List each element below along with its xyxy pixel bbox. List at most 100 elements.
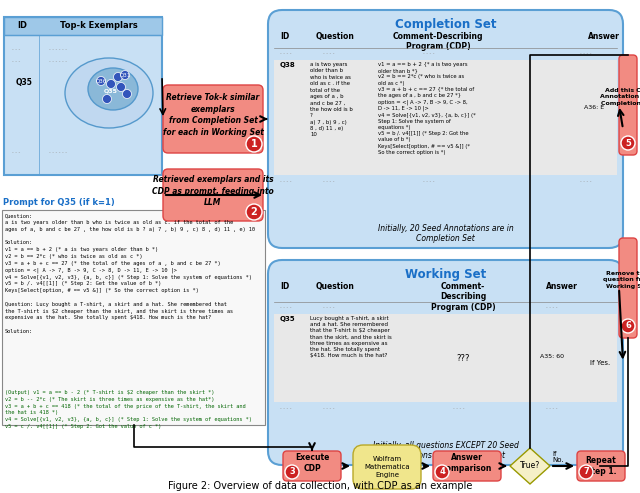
Text: Comment-Describing
Program (CDP): Comment-Describing Program (CDP) <box>393 32 483 51</box>
Text: Comment-
Describing
Program (CDP): Comment- Describing Program (CDP) <box>431 282 495 312</box>
Text: - - - -: - - - - <box>280 51 291 56</box>
Text: Q35: Q35 <box>16 78 33 87</box>
Text: a is two years
older than b
who is twice as
old as c . if the
total of the
ages : a is two years older than b who is twice… <box>310 62 353 138</box>
Circle shape <box>113 72 122 81</box>
Text: - - - - - -: - - - - - - <box>49 150 67 155</box>
FancyBboxPatch shape <box>433 451 501 481</box>
Circle shape <box>579 465 593 479</box>
Text: Question: Question <box>316 32 355 41</box>
Bar <box>4 17 162 175</box>
Text: (Output) v1 = a == b - 2 (* T-shirt is $2 cheaper than the skirt *)
v2 = b -- 2*: (Output) v1 = a == b - 2 (* T-shirt is $… <box>5 390 252 429</box>
Circle shape <box>435 465 449 479</box>
FancyBboxPatch shape <box>353 445 421 489</box>
Circle shape <box>122 90 131 99</box>
Text: - - - -: - - - - <box>280 406 291 411</box>
Bar <box>274 314 617 402</box>
Text: Q35: Q35 <box>104 89 118 94</box>
Text: - - -: - - - <box>12 59 20 64</box>
Text: A35: 60: A35: 60 <box>540 354 564 359</box>
Circle shape <box>106 79 115 89</box>
Text: - - - -: - - - - <box>323 179 335 184</box>
Text: - - - -: - - - - <box>453 305 465 310</box>
Text: 4: 4 <box>439 467 445 477</box>
FancyBboxPatch shape <box>577 451 625 481</box>
Text: - - - -: - - - - <box>580 51 591 56</box>
Text: True?: True? <box>520 461 540 470</box>
Text: Prompt for Q35 (if k=1): Prompt for Q35 (if k=1) <box>3 198 115 207</box>
Circle shape <box>246 204 262 220</box>
Text: 3: 3 <box>289 467 295 477</box>
FancyBboxPatch shape <box>163 85 263 153</box>
Text: Top-k Exemplars: Top-k Exemplars <box>60 22 138 31</box>
Text: - - - -: - - - - <box>280 179 291 184</box>
Circle shape <box>246 136 262 152</box>
Text: ID: ID <box>17 22 27 31</box>
Text: Figure 2: Overview of data collection, with CDP as an example: Figure 2: Overview of data collection, w… <box>168 481 472 491</box>
Text: Retrieve Tok-k similar
exemplars
from Completion Set
for each in Working Set: Retrieve Tok-k similar exemplars from Co… <box>163 93 264 137</box>
Polygon shape <box>510 448 550 484</box>
Text: - - - -: - - - - <box>323 305 335 310</box>
Text: Answer: Answer <box>546 282 578 291</box>
Text: ID: ID <box>280 282 289 291</box>
Text: Q36: Q36 <box>95 78 107 83</box>
FancyBboxPatch shape <box>268 260 623 465</box>
Text: - - - -: - - - - <box>580 179 591 184</box>
FancyBboxPatch shape <box>163 169 263 221</box>
Text: Initially, all questions EXCEPT 20 Seed
Annotations are in Working Set: Initially, all questions EXCEPT 20 Seed … <box>372 441 518 460</box>
Text: Working Set: Working Set <box>405 268 486 281</box>
Circle shape <box>285 465 299 479</box>
Text: ???: ??? <box>456 354 470 363</box>
Text: - - - -: - - - - <box>546 406 557 411</box>
Text: - - - -: - - - - <box>280 305 291 310</box>
Text: - - - -: - - - - <box>323 406 335 411</box>
Circle shape <box>116 82 125 92</box>
Text: A36: E: A36: E <box>584 105 604 110</box>
Text: Initially, 20 Seed Annotations are in
Completion Set: Initially, 20 Seed Annotations are in Co… <box>378 224 513 243</box>
Text: Question:
a is two years older than b who is twice as old as c. if the total of : Question: a is two years older than b wh… <box>5 213 255 334</box>
Bar <box>2 210 265 425</box>
FancyBboxPatch shape <box>619 55 637 155</box>
FancyBboxPatch shape <box>619 238 637 338</box>
Text: Q31: Q31 <box>120 72 131 77</box>
Text: Answer: Answer <box>588 32 620 41</box>
Text: If
No.: If No. <box>552 451 564 463</box>
Text: - - - - - -: - - - - - - <box>49 47 67 52</box>
Text: - - -: - - - <box>12 150 20 155</box>
Text: 1: 1 <box>251 139 257 149</box>
Text: - - - -: - - - - <box>423 179 435 184</box>
Text: - - - - - -: - - - - - - <box>49 59 67 64</box>
Text: Execute
CDP: Execute CDP <box>295 453 329 473</box>
Ellipse shape <box>65 58 153 128</box>
Circle shape <box>621 319 635 333</box>
FancyBboxPatch shape <box>268 10 623 248</box>
Text: 6: 6 <box>625 321 631 330</box>
Text: Completion Set: Completion Set <box>395 18 496 31</box>
Text: - - -: - - - <box>12 47 20 52</box>
Bar <box>274 60 617 175</box>
Bar <box>4 17 162 35</box>
FancyBboxPatch shape <box>283 451 341 481</box>
Text: Wolfram
Mathematica
Engine: Wolfram Mathematica Engine <box>364 456 410 478</box>
Text: Lucy bought a T-shirt, a skirt
and a hat. She remembered
that the T-shirt is $2 : Lucy bought a T-shirt, a skirt and a hat… <box>310 316 392 358</box>
Circle shape <box>621 136 635 150</box>
Text: 5: 5 <box>625 139 631 147</box>
Text: If Yes.: If Yes. <box>589 360 610 366</box>
Text: 2: 2 <box>251 207 257 217</box>
Text: Q38: Q38 <box>280 62 296 68</box>
Text: 7: 7 <box>583 467 589 477</box>
Text: - - - -: - - - - <box>546 305 557 310</box>
Text: - - - -: - - - - <box>453 406 465 411</box>
Text: Add this CDP
Annotation into
Completion Set: Add this CDP Annotation into Completion … <box>600 88 640 106</box>
Circle shape <box>97 76 106 85</box>
Ellipse shape <box>88 68 138 110</box>
Text: - - - -: - - - - <box>423 51 435 56</box>
Text: Answer
comparison: Answer comparison <box>442 453 492 473</box>
Text: ID: ID <box>280 32 289 41</box>
Text: v1 = a == b + 2 {* a is two years
older than b *}
v2 = b == 2*c (* who is twice : v1 = a == b + 2 {* a is two years older … <box>378 62 476 155</box>
Text: Repeat
Step 1.: Repeat Step 1. <box>586 457 616 476</box>
Text: Question: Question <box>316 282 355 291</box>
Text: Q35: Q35 <box>280 316 296 322</box>
Text: - - - -: - - - - <box>323 51 335 56</box>
Circle shape <box>102 95 111 104</box>
Circle shape <box>120 70 129 79</box>
